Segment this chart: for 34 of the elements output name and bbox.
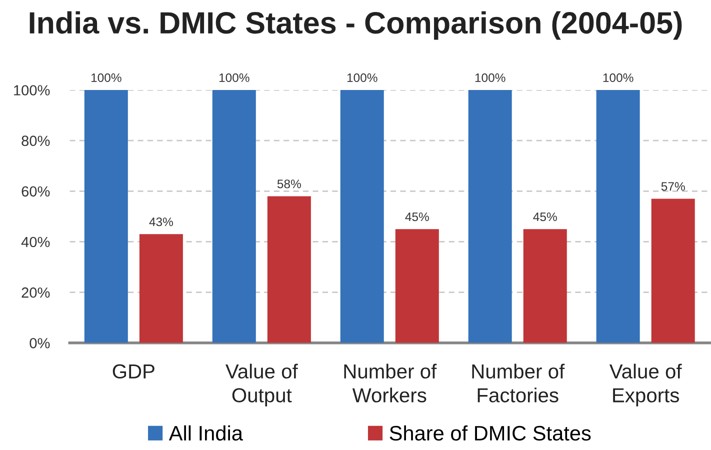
x-tick-label: GDP (112, 364, 154, 379)
y-tick-label: 60% (22, 186, 50, 197)
x-tick-label: Number of Factories (472, 364, 565, 402)
y-tick-label: 0% (30, 338, 50, 348)
data-label: 100% (219, 73, 250, 82)
x-tick-label: Number of Workers (344, 364, 437, 402)
x-tick-label: Value of Exports (609, 364, 682, 406)
legend-label: Share of DMIC States (390, 425, 591, 441)
bar (139, 234, 183, 343)
data-label: 100% (475, 73, 506, 82)
data-label: 43% (149, 218, 173, 226)
data-label: 100% (91, 73, 122, 82)
bar (651, 198, 695, 343)
data-label: 57% (661, 182, 685, 191)
bar (523, 229, 567, 343)
bar (212, 90, 256, 343)
y-tick-label: 20% (22, 287, 50, 298)
y-tick-label: 40% (21, 236, 50, 248)
bar (84, 90, 128, 343)
data-label: 58% (277, 180, 301, 188)
bar (395, 229, 439, 343)
bar (596, 90, 640, 343)
bar (468, 90, 512, 343)
x-tick-label: Value of Output (226, 364, 298, 406)
data-label: 100% (603, 73, 634, 82)
data-label: 45% (533, 212, 557, 222)
bar (267, 196, 311, 343)
y-tick-label: 100% (14, 85, 50, 96)
y-tick-label: 80% (22, 136, 50, 146)
legend-label: All India (168, 425, 243, 441)
data-label: 45% (405, 212, 429, 222)
data-label: 100% (347, 73, 378, 82)
chart-title: India vs. DMIC States - Comparison (2004-05) (30, 11, 682, 40)
bar (340, 90, 384, 343)
